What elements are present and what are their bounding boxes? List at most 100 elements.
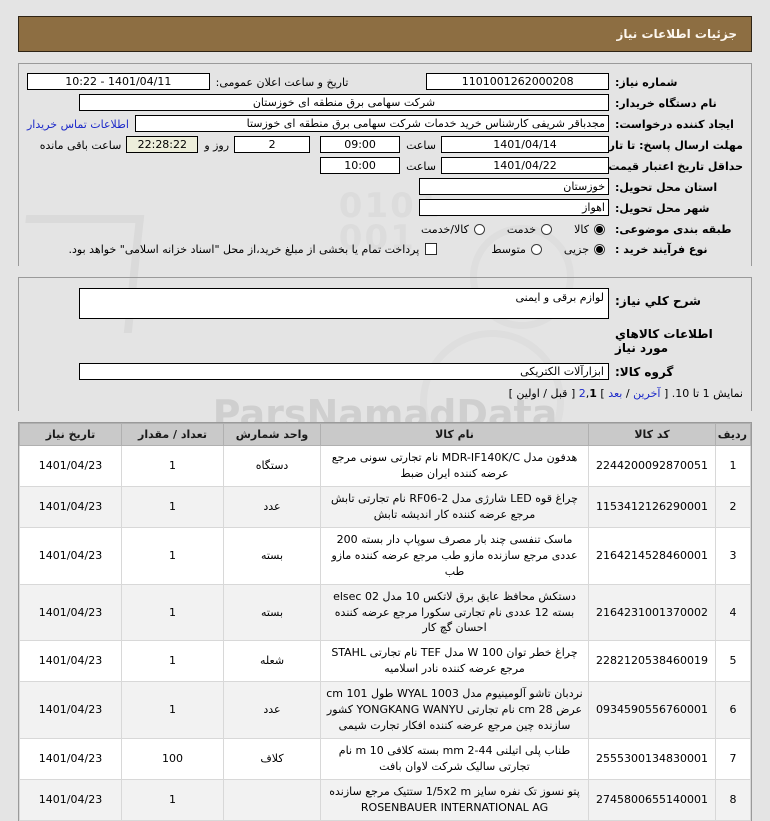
pagination-showing: نمایش 1 تا 10.	[672, 387, 743, 400]
category-option-khedmat-label: خدمت	[507, 223, 536, 236]
creator-field[interactable]: مجدباقر شریفی کارشناس خرید خدمات شرکت سه…	[135, 115, 609, 132]
buyer-label: نام دستگاه خریدار:	[615, 94, 743, 110]
row-category: طبقه بندی موضوعی: کالا خدمت کالا/خدمت	[19, 220, 751, 236]
deadline-date-field[interactable]: 1401/04/14	[441, 136, 609, 153]
city-field[interactable]: اهواز	[419, 199, 609, 216]
pagination-first-label: اولین	[516, 387, 539, 400]
goods-heading: اطلاعات کالاهاي مورد نیاز	[615, 319, 743, 363]
cell-qty: 1	[122, 682, 224, 739]
cell-row: 5	[716, 641, 751, 682]
pagination-last-link[interactable]: آخرین	[633, 387, 660, 400]
summary-label: شرح کلي نیاز:	[615, 288, 743, 308]
cell-row: 6	[716, 682, 751, 739]
process-option-motevaset[interactable]: متوسط	[491, 241, 542, 256]
announce-datetime-field[interactable]: 10:22 - 1401/04/11	[27, 73, 210, 90]
cell-code: 2164231001370002	[589, 584, 716, 641]
category-option-khedmat[interactable]: خدمت	[507, 221, 552, 236]
col-header-row[interactable]: ردیف	[716, 424, 751, 446]
pagination-bracket-close-2: ]	[509, 387, 513, 400]
row-city: شهر محل تحویل: اهواز	[19, 199, 751, 216]
radio-icon[interactable]	[594, 224, 605, 235]
goods-heading-row: اطلاعات کالاهاي مورد نیاز	[19, 319, 751, 363]
table-row[interactable]: 3 2164214528460001 ماسک تنفسی چند بار مص…	[20, 527, 751, 584]
pagination: نمایش 1 تا 10. [ آخرین / بعد ] 2,1 [ قبل…	[19, 380, 751, 405]
validity-label: حداقل تاریخ اعتبار قیمت: تا تاریخ:	[615, 157, 743, 174]
table-row[interactable]: 5 2282120538460019 چراغ خطر توان 100 W م…	[20, 641, 751, 682]
cell-name: هدفون مدل MDR-IF140K/C نام تجارتی سونی م…	[321, 446, 589, 487]
cell-qty: 1	[122, 446, 224, 487]
remaining-days-field[interactable]: 2	[234, 136, 310, 153]
radio-icon[interactable]	[594, 244, 605, 255]
goods-table-panel: ردیف کد کالا نام کالا واحد شمارش تعداد /…	[18, 422, 752, 821]
validity-date-field[interactable]: 1401/04/22	[441, 157, 609, 174]
row-process: نوع فرآیند خرید : جزیی متوسط پرداخت تمام…	[19, 240, 751, 256]
col-header-code[interactable]: کد کالا	[589, 424, 716, 446]
cell-name: نردبان تاشو آلومینیوم مدل WYAL 1003 طول …	[321, 682, 589, 739]
summary-field[interactable]: لوازم برقی و ایمنی	[79, 288, 609, 319]
category-option-kala-label: کالا	[574, 223, 589, 236]
group-field[interactable]: ابزارآلات الکتریکی	[79, 363, 609, 380]
row-need-number: شماره نیاز: 1101001262000208 تاریخ و ساع…	[19, 73, 751, 90]
goods-table-body: 1 2244200092870051 هدفون مدل MDR-IF140K/…	[20, 446, 751, 821]
process-option-jozii[interactable]: جزیی	[564, 241, 605, 256]
page-title: جزئیات اطلاعات نیاز	[616, 27, 737, 41]
cell-row: 3	[716, 527, 751, 584]
table-row[interactable]: 8 2745800655140001 پتو نسوز تک نفره سایز…	[20, 779, 751, 820]
col-header-qty[interactable]: تعداد / مقدار	[122, 424, 224, 446]
radio-icon[interactable]	[474, 224, 485, 235]
pagination-sep-2: /	[543, 387, 547, 400]
radio-icon[interactable]	[541, 224, 552, 235]
row-summary: شرح کلي نیاز: لوازم برقی و ایمنی	[19, 288, 751, 319]
row-group: گروه کالا: ابزارآلات الکتریکی	[19, 363, 751, 380]
deadline-time-field[interactable]: 09:00	[320, 136, 400, 153]
cell-unit: بسته	[224, 584, 321, 641]
cell-qty: 1	[122, 779, 224, 820]
cell-qty: 1	[122, 486, 224, 527]
cell-row: 1	[716, 446, 751, 487]
pagination-next-link[interactable]: بعد	[608, 387, 622, 400]
treasury-checkbox-label: پرداخت تمام یا بخشی از مبلغ خرید،از محل …	[69, 243, 420, 256]
cell-qty: 1	[122, 584, 224, 641]
category-option-kala[interactable]: کالا	[574, 221, 605, 236]
pagination-bracket-open-2: [	[571, 387, 575, 400]
pagination-page-1: 1	[589, 387, 597, 400]
pagination-page-2[interactable]: 2	[579, 387, 586, 400]
cell-unit: عدد	[224, 682, 321, 739]
table-row[interactable]: 1 2244200092870051 هدفون مدل MDR-IF140K/…	[20, 446, 751, 487]
checkbox-icon[interactable]	[425, 243, 437, 255]
col-header-unit[interactable]: واحد شمارش	[224, 424, 321, 446]
process-option-jozii-label: جزیی	[564, 243, 589, 256]
cell-unit: عدد	[224, 486, 321, 527]
row-deadline: مهلت ارسال پاسخ: تا تاریخ: 1401/04/14 سا…	[19, 136, 751, 153]
buyer-contact-link[interactable]: اطلاعات تماس خریدار	[27, 115, 129, 131]
cell-code: 2282120538460019	[589, 641, 716, 682]
cell-qty: 1	[122, 641, 224, 682]
treasury-checkbox-option[interactable]: پرداخت تمام یا بخشی از مبلغ خرید،از محل …	[69, 241, 438, 256]
cell-date: 1401/04/23	[20, 682, 122, 739]
buyer-field[interactable]: شرکت سهامی برق منطقه ای خوزستان	[79, 94, 609, 111]
remaining-days-label: روز و	[204, 136, 229, 152]
cell-qty: 1	[122, 527, 224, 584]
need-number-field[interactable]: 1101001262000208	[426, 73, 609, 90]
table-row[interactable]: 2 1153412126290001 چراغ قوه LED شارژی مد…	[20, 486, 751, 527]
col-header-name[interactable]: نام کالا	[321, 424, 589, 446]
col-header-date[interactable]: تاریخ نیاز	[20, 424, 122, 446]
province-field[interactable]: خوزستان	[419, 178, 609, 195]
cell-date: 1401/04/23	[20, 527, 122, 584]
category-option-kala-khedmat[interactable]: کالا/خدمت	[421, 221, 485, 236]
validity-time-field[interactable]: 10:00	[320, 157, 400, 174]
cell-code: 2164214528460001	[589, 527, 716, 584]
group-label: گروه کالا:	[615, 363, 743, 379]
table-row[interactable]: 4 2164231001370002 دستکش محافظ عایق برق …	[20, 584, 751, 641]
page-title-bar: جزئیات اطلاعات نیاز	[18, 16, 752, 52]
cell-name: پتو نسوز تک نفره سایز 1/5x2 m ستتیک مرجع…	[321, 779, 589, 820]
cell-unit	[224, 779, 321, 820]
table-row[interactable]: 6 0934590556760001 نردبان تاشو آلومینیوم…	[20, 682, 751, 739]
creator-label: ایجاد کننده درخواست:	[615, 115, 743, 131]
cell-name: ماسک تنفسی چند بار مصرف سوپاپ دار بسته 2…	[321, 527, 589, 584]
cell-row: 8	[716, 779, 751, 820]
process-label: نوع فرآیند خرید :	[615, 240, 743, 256]
radio-icon[interactable]	[531, 244, 542, 255]
row-creator: ایجاد کننده درخواست: مجدباقر شریفی کارشن…	[19, 115, 751, 132]
